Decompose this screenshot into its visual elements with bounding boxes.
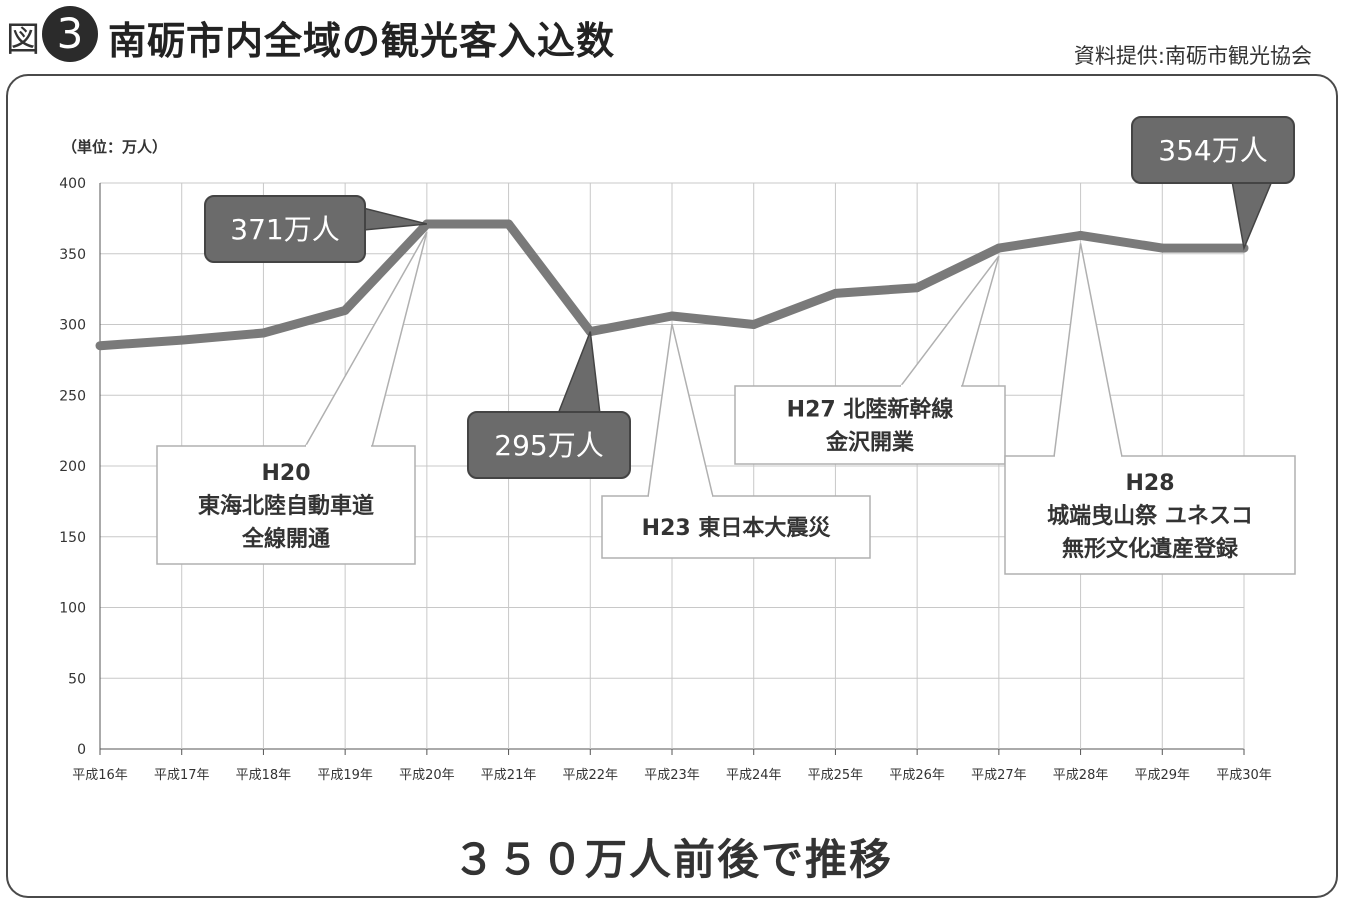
y-tick-label: 100	[59, 601, 86, 617]
callout-box	[204, 195, 366, 263]
data-point	[912, 283, 922, 293]
annotation-leader	[1053, 243, 1123, 458]
annotation-text: H28	[1125, 471, 1174, 496]
x-tick-label: 平成24年	[726, 768, 782, 783]
callout-box	[467, 411, 631, 479]
data-point	[749, 320, 759, 329]
callout-value-label: 354万人	[1158, 134, 1267, 167]
y-axis: 0 50 100 150 200 250 300 350 400	[59, 176, 86, 758]
y-tick-label: 200	[59, 459, 86, 475]
annotation-text: 城端曳山祭 ユネスコ	[1047, 503, 1253, 529]
x-tick-label: 平成27年	[971, 768, 1027, 783]
x-tick-label: 平成19年	[317, 768, 373, 783]
callout-pointer	[362, 207, 428, 231]
annotation-text: H27 北陸新幹線	[787, 397, 954, 423]
unit-label: （単位：万人）	[62, 138, 167, 156]
x-tick-label: 平成16年	[72, 768, 128, 783]
x-tick-label: 平成29年	[1135, 768, 1191, 783]
series-line-group	[95, 219, 1249, 351]
data-point	[830, 288, 840, 298]
chart-frame	[6, 74, 1338, 898]
y-tick-label: 150	[59, 530, 86, 546]
annotation-text: 無形文化遺産登録	[1062, 536, 1239, 562]
annotation-box	[156, 445, 416, 565]
annotation-text: 全線開通	[241, 526, 330, 552]
x-tick-label: 平成18年	[236, 768, 292, 783]
data-point	[667, 311, 677, 321]
data-point	[1076, 230, 1086, 240]
callout-value-label: 295万人	[494, 429, 603, 462]
annotation-leader	[303, 231, 428, 448]
x-tick-label: 平成26年	[889, 768, 945, 783]
x-tick-label: 平成22年	[563, 768, 619, 783]
y-tick-label: 250	[59, 388, 86, 404]
x-tick-label: 平成25年	[808, 768, 864, 783]
annotation-leader	[647, 323, 714, 498]
data-point	[95, 341, 105, 351]
x-tick-label: 平成17年	[154, 768, 210, 783]
data-point	[258, 328, 268, 338]
chart-summary: ３５０万人前後で推移	[452, 835, 893, 884]
x-tick-label: 平成28年	[1053, 768, 1109, 783]
source-credit: 資料提供:南砺市観光協会	[1073, 44, 1312, 68]
value-callouts: 371万人 295万人 354万人	[204, 116, 1295, 479]
x-tick-label: 平成21年	[481, 768, 537, 783]
figure-title: 南砺市内全域の観光客入込数	[108, 19, 616, 63]
data-point	[994, 243, 1004, 253]
data-point	[177, 335, 187, 345]
annotation-box	[1004, 455, 1296, 575]
x-tick-label: 平成20年	[399, 768, 455, 783]
callout-pointer	[1231, 180, 1274, 251]
data-point	[504, 219, 514, 229]
annotation-box	[734, 385, 1006, 465]
annotation-leaders	[303, 231, 1123, 498]
annotation-text: H20	[261, 461, 310, 486]
annotation-box	[601, 495, 871, 559]
callout-box	[1131, 116, 1295, 184]
annotation-text: 金沢開業	[825, 430, 915, 456]
data-point	[1157, 243, 1167, 253]
y-tick-label: 50	[68, 671, 86, 687]
x-tick-label: 平成30年	[1216, 768, 1272, 783]
annotation-text: 東海北陸自動車道	[198, 493, 374, 519]
data-point	[340, 305, 350, 315]
y-tick-label: 400	[59, 176, 86, 192]
callout-value-label: 371万人	[230, 213, 339, 246]
y-tick-label: 0	[77, 742, 86, 758]
y-tick-label: 350	[59, 247, 86, 263]
x-tick-label: 平成23年	[644, 768, 700, 783]
y-tick-label: 300	[59, 318, 86, 334]
callout-pointer	[556, 331, 601, 415]
figure-number-badge: 3	[42, 6, 98, 62]
figure-label: 図	[6, 20, 40, 60]
x-axis: 平成16年 平成17年 平成18年 平成19年 平成20年 平成21年 平成22年 平成23年…	[72, 768, 1272, 783]
annotation-text: H23 東日本大震災	[642, 516, 832, 541]
